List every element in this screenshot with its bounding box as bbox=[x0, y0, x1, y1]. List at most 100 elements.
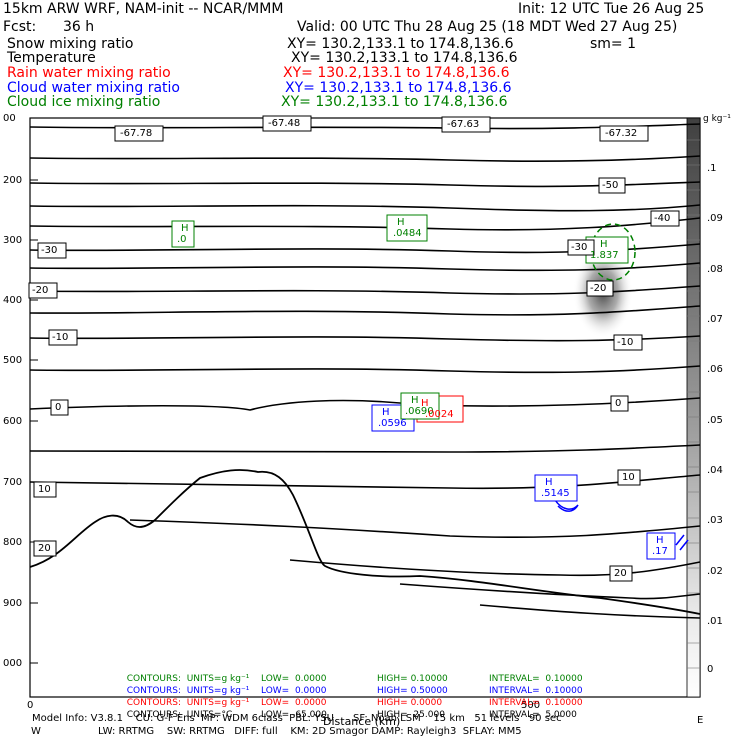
contour-high: HIGH= 25.000 bbox=[377, 710, 445, 720]
y-tick-00: 00 bbox=[3, 113, 16, 124]
colorbar-tick: .03 bbox=[707, 515, 723, 526]
cloud-ice-contour bbox=[590, 223, 636, 281]
corner-label-west: W bbox=[31, 726, 41, 737]
contour-interval: INTERVAL= 0.10000 bbox=[489, 698, 583, 708]
colorbar-tick: .04 bbox=[707, 465, 723, 476]
field-name-rain: Rain water mixing ratio bbox=[7, 65, 171, 81]
contour-interval: INTERVAL= 0.10000 bbox=[489, 686, 583, 696]
contour-interval: INTERVAL= 5.0000 bbox=[489, 710, 577, 720]
field-xy-rain: XY= 130.2,133.1 to 174.8,136.6 bbox=[283, 65, 510, 81]
isotherm-15 bbox=[289, 559, 701, 577]
max-box-ice-2 bbox=[386, 214, 428, 242]
y-tick-300: 300 bbox=[3, 235, 23, 246]
valid-time: Valid: 00 UTC Thu 28 Aug 25 (18 MDT Wed … bbox=[297, 19, 678, 35]
isotherm-label: 10 bbox=[622, 472, 635, 483]
contour-low: LOW= -65.000 bbox=[261, 710, 327, 720]
field-name-temperature: Temperature bbox=[7, 50, 96, 66]
y-tick-900: 900 bbox=[3, 598, 23, 609]
colorbar-tick: .01 bbox=[707, 616, 723, 627]
y-tick-700: 700 bbox=[3, 477, 23, 488]
max-marker-h: H bbox=[656, 535, 664, 546]
model-title: 15km ARW WRF, NAM-init -- NCAR/MMM bbox=[3, 1, 284, 17]
contour-low: LOW= 0.0000 bbox=[261, 686, 327, 696]
max-marker-h: H bbox=[421, 398, 429, 409]
contour-info-rain: CONTOURS: UNITS=g kg⁻¹ LOW= 0.0000 HIGH= 0… bbox=[121, 688, 583, 708]
isotherm-20 bbox=[399, 583, 701, 600]
contour-info-temperature: CONTOURS: UNITS=°C LOW= -65.000 HIGH= 25.0… bbox=[121, 700, 577, 720]
field-name-snow: Snow mixing ratio bbox=[7, 36, 134, 52]
isotherm-10 bbox=[129, 519, 701, 539]
y-tick-1000: 000 bbox=[3, 658, 23, 669]
max-box-ice-4 bbox=[400, 392, 440, 420]
isotherm-0 bbox=[29, 444, 701, 453]
contour-high: HIGH= 0.10000 bbox=[377, 674, 448, 684]
isotherm-label-boxes bbox=[28, 115, 680, 582]
contour-units: CONTOURS: UNITS=g kg⁻¹ bbox=[126, 698, 250, 708]
contour-info-ice: CONTOURS: UNITS=g kg⁻¹ LOW= 0.0000 HIGH= 0… bbox=[121, 664, 583, 684]
y-tick-800: 800 bbox=[3, 537, 23, 548]
y-tick-500: 500 bbox=[3, 355, 23, 366]
max-marker-value: .5145 bbox=[541, 488, 570, 499]
isotherm-label: -20 bbox=[32, 285, 49, 296]
isotherm-minus5 bbox=[29, 397, 701, 411]
max-marker-h: H bbox=[181, 223, 189, 234]
colorbar-tick: .07 bbox=[707, 314, 723, 325]
y-tick-400: 400 bbox=[3, 295, 23, 306]
isotherm-minus20 bbox=[29, 305, 701, 316]
isotherm-label: -67.63 bbox=[447, 119, 480, 130]
contour-units: CONTOURS: UNITS=g kg⁻¹ bbox=[126, 674, 250, 684]
max-box-water-2 bbox=[534, 474, 578, 502]
colorbar-tick: .1 bbox=[707, 163, 717, 174]
contour-low: LOW= 0.0000 bbox=[261, 698, 327, 708]
init-time: Init: 12 UTC Tue 26 Aug 25 bbox=[518, 1, 705, 17]
cloud-water-contour bbox=[554, 499, 579, 512]
terrain-profile bbox=[29, 469, 701, 615]
isotherm-label: -10 bbox=[52, 332, 69, 343]
colorbar-unit: g kg⁻¹ bbox=[703, 114, 731, 124]
cloud-water-contour-edge bbox=[675, 534, 689, 551]
x-axis-label: Distance (km) bbox=[323, 715, 401, 728]
isotherm-label: -10 bbox=[617, 337, 634, 348]
isotherm-label: 0 bbox=[55, 402, 62, 413]
isotherm-label: 20 bbox=[614, 568, 627, 579]
corner-label-east: E bbox=[697, 715, 704, 726]
max-marker-h: H bbox=[545, 477, 553, 488]
isotherm-25 bbox=[479, 604, 701, 619]
colorbar-tick: .09 bbox=[707, 213, 723, 224]
contour-interval: INTERVAL= 0.10000 bbox=[489, 674, 583, 684]
max-marker-value: .17 bbox=[652, 546, 668, 557]
max-marker-value: .0 bbox=[177, 234, 187, 245]
max-marker-value: .0596 bbox=[378, 418, 407, 429]
isotherm-label: -67.78 bbox=[120, 128, 153, 139]
y-tick-600: 600 bbox=[3, 416, 23, 427]
isotherm-label: -67.32 bbox=[605, 128, 638, 139]
contour-high: HIGH= 0.0000 bbox=[377, 698, 443, 708]
colorbar-tick: .02 bbox=[707, 566, 723, 577]
colorbar-tick: .05 bbox=[707, 415, 723, 426]
field-xy-cloud-ice: XY= 130.2,133.1 to 174.8,136.6 bbox=[281, 94, 508, 110]
colorbar-tick: 0 bbox=[707, 664, 714, 675]
isotherm-label: -30 bbox=[571, 242, 588, 253]
isotherm-label: 20 bbox=[38, 543, 51, 554]
forecast-label: Fcst: bbox=[3, 19, 37, 35]
isotherm-label: -50 bbox=[602, 180, 619, 191]
y-axis-ticks bbox=[30, 117, 38, 664]
smoothing-label: sm= 1 bbox=[590, 36, 637, 52]
isotherm-label: -20 bbox=[590, 283, 607, 294]
max-marker-h: H bbox=[397, 217, 405, 228]
isotherm-minus30 bbox=[29, 262, 701, 272]
isotherm-minus40 bbox=[29, 217, 701, 231]
isotherm-minus25 bbox=[29, 285, 701, 295]
isotherm-minus45 bbox=[29, 204, 701, 212]
max-marker-value: .0484 bbox=[393, 228, 422, 239]
isotherm-5 bbox=[29, 474, 701, 490]
field-xy-temperature: XY= 130.2,133.1 to 174.8,136.6 bbox=[291, 50, 518, 66]
y-tick-200: 200 bbox=[3, 175, 23, 186]
field-xy-cloud-water: XY= 130.2,133.1 to 174.8,136.6 bbox=[285, 80, 512, 96]
contour-units: CONTOURS: UNITS=g kg⁻¹ bbox=[126, 686, 250, 696]
colorbar-tick: .06 bbox=[707, 364, 723, 375]
max-marker-h: H bbox=[382, 407, 390, 418]
field-xy-snow: XY= 130.2,133.1 to 174.8,136.6 bbox=[287, 36, 514, 52]
isotherm-minus55 bbox=[29, 155, 701, 163]
